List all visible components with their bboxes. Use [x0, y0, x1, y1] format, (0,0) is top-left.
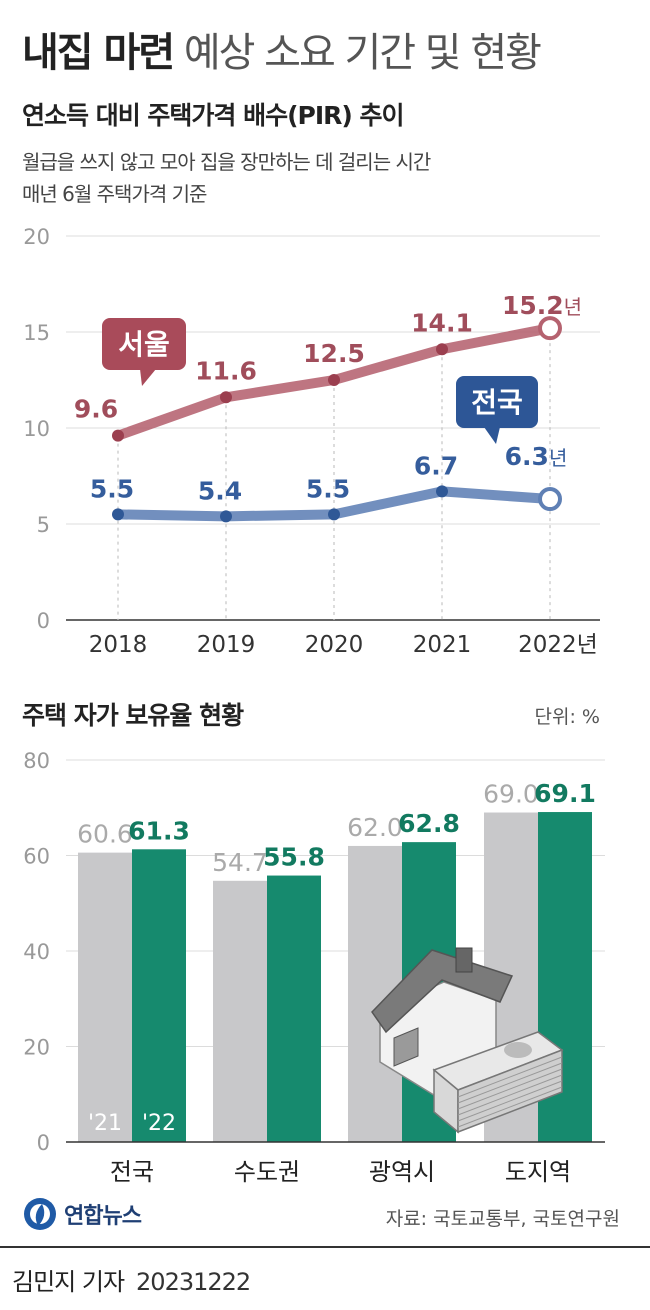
data-point: [220, 510, 232, 523]
bar-전국-0: [78, 852, 132, 1142]
data-label: 6.7: [414, 451, 458, 480]
data-label: 14.1: [411, 308, 473, 337]
bar-value-label: 54.7: [212, 848, 268, 877]
national-callout-box: [456, 376, 538, 428]
footer-divider: [0, 1246, 650, 1248]
seoul-callout-tail: [140, 369, 156, 386]
legend-label-2021: '21: [88, 1111, 122, 1136]
money-stack-line: [457, 1074, 563, 1116]
seoul-callout-text: 서울: [118, 328, 170, 361]
publish-date: 20231222: [136, 1268, 251, 1296]
data-point: [436, 485, 448, 498]
x-tick-label: 2018: [89, 632, 148, 658]
data-point-end: [538, 487, 562, 512]
line-chart-subtitle-1: 월급을 쓰지 않고 모아 집을 장만하는 데 걸리는 시간: [22, 150, 431, 174]
yonhap-logo: 연합뉴스: [22, 1196, 142, 1232]
y-tick-label: 80: [23, 749, 50, 773]
house-roof: [371, 949, 514, 1034]
data-point: [328, 508, 340, 521]
house-chimney: [455, 947, 473, 973]
house-window: [393, 1027, 419, 1067]
pir-line-chart: 0 5 10 15 20 2018 2019 2020 2021 2022년 9.6 11.6 12.5…: [23, 225, 600, 658]
bar-value-label: 60.6: [77, 820, 133, 849]
data-point: [220, 391, 232, 404]
page-title-rest: 예상 소요 기간 및 현황: [173, 30, 542, 76]
x-tick-label: 2020: [305, 632, 364, 658]
bar-value-label: 62.0: [347, 813, 403, 842]
data-label: 15.2년: [502, 291, 582, 320]
category-label: 수도권: [234, 1158, 300, 1186]
bar-value-label: 61.3: [128, 816, 190, 845]
y-tick-label: 10: [23, 417, 50, 441]
y-tick-label: 15: [23, 321, 50, 345]
money-mark: [504, 1042, 532, 1058]
data-label: 5.4: [198, 476, 242, 505]
x-tick-label: 2021: [413, 632, 472, 658]
bar-value-label: 62.8: [398, 809, 460, 838]
reporter-name: 김민지 기자: [12, 1268, 125, 1296]
bar-수도권-1: [267, 875, 321, 1142]
data-point-end: [538, 316, 562, 341]
x-tick-label: 2022년: [518, 632, 598, 658]
page-title: 내집 마련 예상 소요 기간 및 현황: [22, 20, 542, 78]
data-label: 9.6: [74, 395, 118, 424]
bar-수도권-0: [213, 880, 267, 1142]
unit-label: 단위: %: [534, 706, 600, 728]
money-stack-line: [457, 1056, 563, 1098]
category-label: 도지역: [505, 1158, 571, 1186]
source-note: 자료: 국토교통부, 국토연구원: [385, 1208, 620, 1230]
y-tick-label: 0: [37, 1131, 50, 1155]
y-tick-label: 40: [23, 940, 50, 964]
house-money-illustration: [371, 947, 564, 1134]
bar-전국-1: [132, 849, 186, 1142]
y-tick-label: 20: [23, 225, 50, 249]
line-chart-subtitle-2: 매년 6월 주택가격 기준: [22, 182, 207, 206]
y-tick-label: 0: [37, 609, 50, 633]
y-tick-label: 5: [37, 513, 50, 537]
data-label: 11.6: [195, 356, 257, 385]
money-stack-line: [457, 1080, 563, 1122]
homeownership-bar-chart: 0 20 40 60 80 60.661.3 전국 54.755.8 수도권 62.062.8 광역…: [23, 749, 605, 1186]
data-label: 5.5: [306, 474, 350, 503]
logo-text: 연합뉴스: [64, 1204, 142, 1229]
national-callout-text: 전국: [471, 386, 523, 419]
category-label: 광역시: [369, 1158, 435, 1186]
category-label: 전국: [110, 1158, 154, 1186]
bar-chart-title: 주택 자가 보유율 현황: [22, 701, 244, 730]
x-tick-label: 2019: [197, 632, 256, 658]
byline: 김민지 기자 20231222: [12, 1262, 251, 1297]
data-label: 12.5: [303, 339, 365, 368]
page-title-bold: 내집 마련: [22, 30, 175, 76]
yonhap-logo-icon: [24, 1198, 56, 1230]
y-tick-label: 20: [23, 1036, 50, 1060]
data-point: [112, 429, 124, 442]
bar-value-label: 69.0: [483, 780, 539, 809]
data-point: [112, 508, 124, 521]
data-label: 5.5: [90, 474, 134, 503]
data-point: [436, 343, 448, 356]
data-label: 6.3년: [505, 442, 568, 471]
bar-value-label: 55.8: [263, 843, 325, 872]
data-point: [328, 374, 340, 386]
line-chart-title: 연소득 대비 주택가격 배수(PIR) 추이: [22, 101, 405, 130]
y-tick-label: 60: [23, 845, 50, 869]
money-stack-line: [457, 1068, 563, 1110]
bar-value-label: 69.1: [534, 779, 596, 808]
money-stack-line: [457, 1062, 563, 1104]
national-callout-tail: [484, 427, 500, 444]
money-stack-line: [457, 1086, 563, 1128]
seoul-callout-box: [102, 318, 186, 370]
legend-label-2022: '22: [142, 1111, 176, 1136]
